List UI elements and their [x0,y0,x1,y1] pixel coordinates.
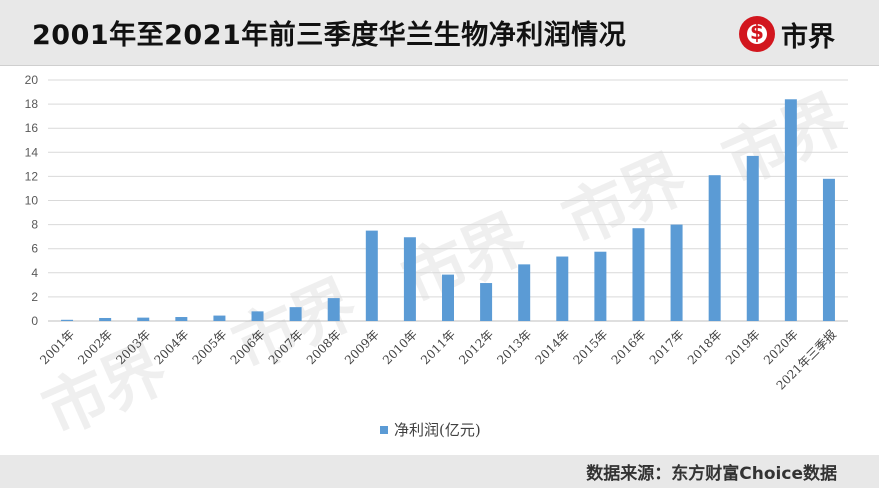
footer-bar: 数据来源：东方财富Choice数据 [0,455,879,488]
x-axis-ticks: 2001年2002年2003年2004年2005年2006年2007年2008年… [37,327,839,393]
bar [175,317,188,321]
bar [746,155,759,321]
y-tick-label: 10 [25,194,39,208]
x-tick-label: 2007年 [266,327,306,367]
y-tick-label: 6 [31,242,38,256]
bar [594,251,607,321]
dollar-circle-icon [739,16,775,52]
bar [61,319,74,321]
x-tick-label: 2012年 [456,327,496,367]
x-tick-label: 2016年 [609,327,649,367]
x-tick-label: 2019年 [723,327,763,367]
x-tick-label: 2018年 [685,327,725,367]
y-tick-label: 16 [25,121,39,135]
logo-text: 市界 [781,21,835,53]
bar [99,317,112,321]
x-tick-label: 2006年 [228,327,268,367]
bar [670,224,683,321]
x-tick-label: 2008年 [304,327,344,367]
bar [403,237,416,321]
y-tick-label: 14 [25,145,39,159]
y-tick-label: 2 [31,290,38,304]
y-tick-label: 4 [31,266,38,280]
x-tick-label: 2014年 [532,327,572,367]
page-title: 2001年至2021年前三季度华兰生物净利润情况 [32,20,627,51]
bar [442,274,454,321]
x-tick-label: 2002年 [75,327,115,367]
bar [327,298,340,321]
header-bar: 2001年至2021年前三季度华兰生物净利润情况 市界 [0,0,879,66]
bar [708,175,721,321]
chart-legend: 净利润(亿元) [380,419,481,440]
data-source: 数据来源：东方财富Choice数据 [586,464,837,484]
x-tick-label: 2013年 [494,327,534,367]
bar [784,99,797,321]
legend-label: 净利润(亿元) [394,421,481,439]
bar [518,264,531,321]
x-tick-label: 2001年 [37,327,77,367]
y-tick-label: 18 [25,97,39,111]
bar [365,230,378,321]
y-tick-label: 0 [31,314,38,328]
bar [251,311,264,321]
bar [213,315,226,321]
x-tick-label: 2009年 [342,327,382,367]
y-tick-label: 20 [25,73,39,87]
x-tick-label: 2017年 [647,327,687,367]
x-tick-label: 2004年 [151,327,191,367]
y-tick-label: 12 [25,169,39,183]
x-tick-label: 2015年 [571,327,611,367]
y-tick-label: 8 [31,218,38,232]
bar [480,283,493,321]
bars [61,99,835,321]
x-tick-label: 2011年 [418,327,458,367]
legend-swatch [380,425,388,434]
bar [289,307,302,321]
bar [137,317,150,321]
bar [822,178,835,321]
y-axis-ticks: 0 2 4 6 8 10 12 14 16 18 20 [25,73,39,328]
gridlines [48,79,848,322]
bar [556,256,569,321]
x-tick-label: 2005年 [190,327,230,367]
brand-logo: 市界 [739,14,835,54]
bar [632,228,645,321]
x-tick-label: 2003年 [113,327,153,367]
x-tick-label: 2010年 [380,327,420,367]
